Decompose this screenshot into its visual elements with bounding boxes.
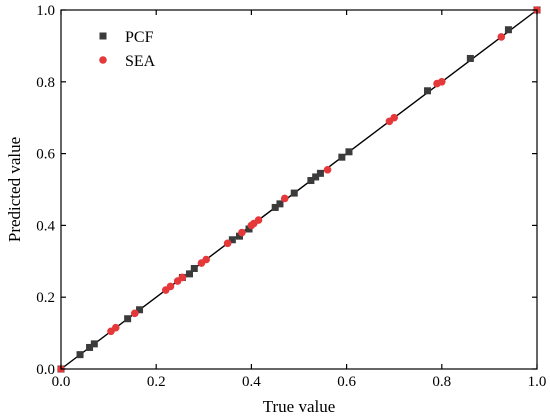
point-pcf-20 [424, 87, 432, 95]
point-pcf-8 [190, 264, 198, 272]
legend-marker-sea [99, 56, 107, 64]
x-tick-label-5: 1.0 [528, 374, 547, 390]
point-pcf-16 [312, 173, 320, 181]
y-tick-label-4: 0.8 [36, 75, 55, 91]
x-tick-label-2: 0.4 [242, 374, 261, 390]
point-pcf-13 [276, 200, 284, 208]
point-pcf-3 [90, 340, 98, 348]
x-tick-label-1: 0.2 [147, 374, 166, 390]
x-axis-title: True value [263, 397, 336, 416]
point-sea-14 [254, 216, 263, 224]
point-sea-5 [166, 282, 175, 291]
point-pcf-21 [466, 54, 474, 62]
point-sea-15 [280, 194, 289, 203]
point-pcf-11 [245, 225, 253, 233]
series-sea [57, 6, 541, 373]
point-sea-18 [390, 113, 399, 122]
point-pcf-9 [228, 236, 236, 244]
point-sea-7 [178, 273, 187, 282]
point-sea-20 [438, 78, 446, 86]
point-pcf-22 [504, 26, 512, 34]
x-tick-label-0: 0.0 [52, 374, 71, 390]
point-pcf-12 [271, 203, 279, 211]
y-axis-title: Predicted value [5, 137, 24, 242]
legend-label-pcf: PCF [125, 29, 154, 46]
point-pcf-2 [86, 343, 94, 351]
point-sea-11 [238, 228, 246, 237]
x-tick-label-3: 0.6 [337, 374, 356, 390]
point-pcf-5 [136, 306, 144, 314]
point-pcf-19 [345, 148, 353, 156]
legend-marker-pcf [99, 32, 107, 40]
point-sea-10 [223, 239, 232, 248]
y-tick-label-2: 0.4 [36, 218, 55, 234]
point-sea-21 [497, 33, 506, 41]
point-sea-9 [202, 255, 210, 264]
point-pcf-15 [307, 177, 315, 185]
plot-area [57, 6, 541, 373]
point-pcf-10 [236, 232, 243, 240]
point-pcf-1 [76, 351, 84, 359]
point-pcf-14 [290, 189, 298, 197]
point-pcf-18 [338, 153, 346, 161]
y-tick-label-5: 1.0 [36, 3, 55, 19]
y-tick-label-0: 0.0 [36, 362, 55, 378]
axes: 0.0 0.2 0.4 0.6 0.8 1.0 0.0 0.2 0.4 0.6 0.8 1.0 [36, 3, 546, 390]
point-pcf-17 [316, 169, 324, 177]
point-sea-16 [323, 165, 332, 174]
point-pcf-7 [186, 270, 194, 278]
point-pcf-4 [124, 315, 132, 323]
point-sea-2 [111, 323, 120, 332]
point-sea-3 [130, 309, 139, 318]
x-tick-label-4: 0.8 [432, 374, 451, 390]
legend-label-sea: SEA [125, 53, 156, 70]
legend: PCF SEA [99, 29, 156, 70]
y-tick-label-1: 0.2 [36, 290, 55, 306]
plot-frame [60, 9, 538, 370]
y-tick-label-3: 0.6 [36, 147, 55, 163]
